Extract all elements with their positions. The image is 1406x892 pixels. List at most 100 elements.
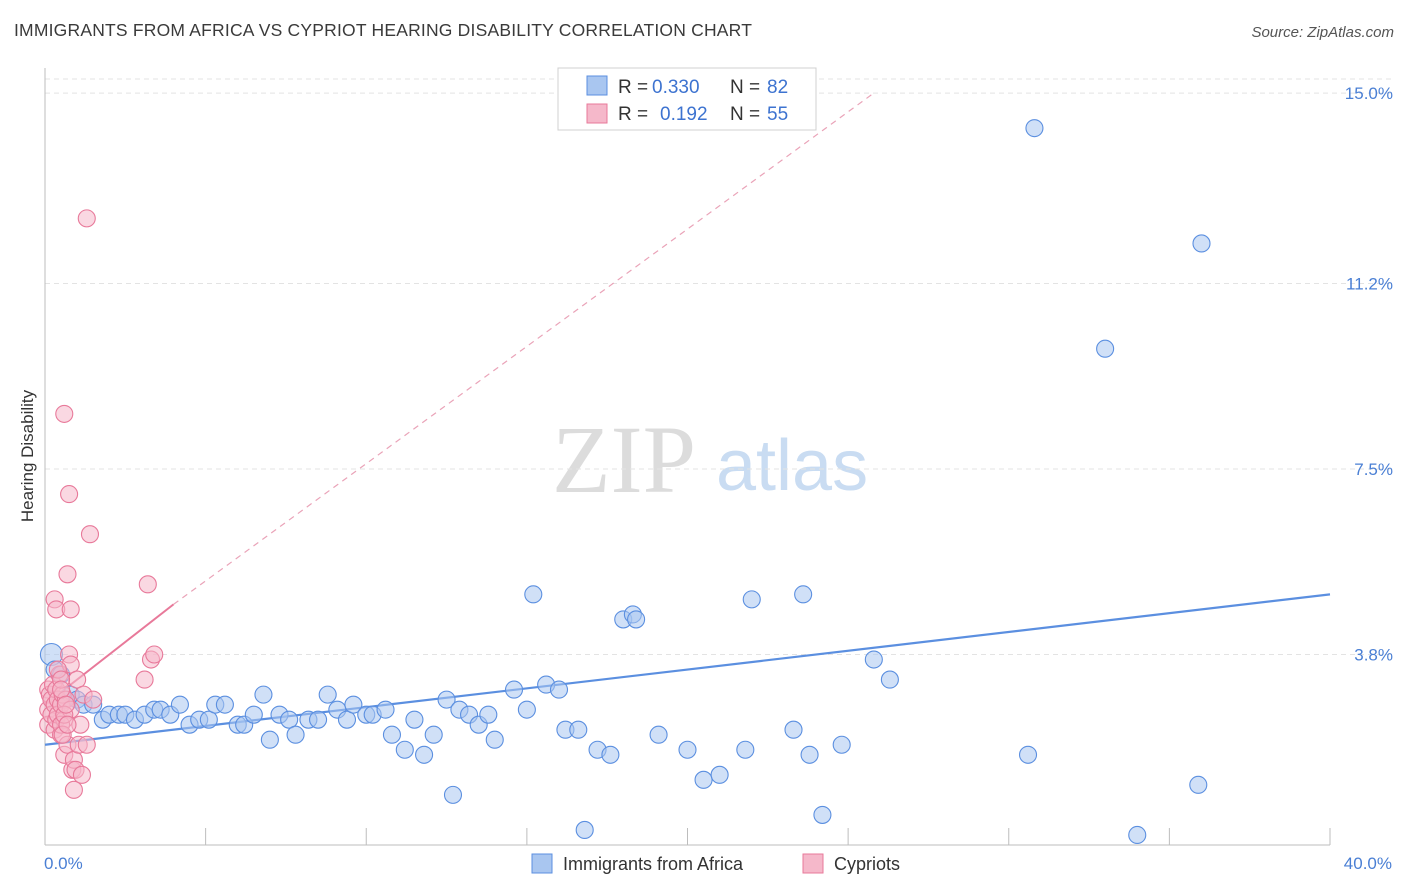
legend-bottom-swatch-africa (531, 853, 553, 874)
data-point-africa (601, 745, 620, 764)
legend-bottom-label-africa: Immigrants from Africa (563, 854, 744, 874)
y-tick-label: 11.2% (1346, 275, 1393, 294)
data-point-africa (254, 685, 273, 704)
data-point-africa (337, 710, 357, 729)
y-tick-label: 15.0% (1345, 84, 1393, 103)
data-point-africa (395, 740, 414, 759)
data-point-africa (1096, 339, 1115, 358)
legend-n-label-africa: N = (730, 77, 760, 98)
data-point-cypriot (61, 600, 80, 619)
data-point-cypriot (135, 670, 154, 689)
legend-r-value-cypriot: 0.192 (660, 104, 708, 125)
data-point-africa (1192, 234, 1211, 253)
data-point-cypriot (145, 645, 164, 664)
source-credit: Source: ZipAtlas.com (1251, 24, 1394, 41)
data-point-africa (694, 770, 713, 789)
legend-r-value-africa: 0.330 (652, 77, 700, 98)
data-point-africa (569, 720, 588, 739)
data-point-africa (485, 730, 504, 749)
data-point-africa (405, 710, 424, 729)
y-tick-label: 3.8% (1354, 646, 1393, 665)
data-point-cypriot (84, 690, 103, 709)
x-tick-label-max: 40.0% (1344, 854, 1392, 873)
data-point-cypriot (77, 735, 96, 754)
y-tick-labels: 3.8% 7.5% 11.2% 15.0% (1345, 84, 1393, 664)
legend-n-value-africa: 82 (767, 77, 788, 98)
legend-top: R = 0.330 N = 82 R = 0.192 N = 55 (557, 67, 817, 131)
data-point-africa (309, 710, 328, 729)
data-point-africa (794, 585, 813, 604)
data-point-africa (880, 670, 899, 689)
chart-title: IMMIGRANTS FROM AFRICA VS CYPRIOT HEARIN… (14, 20, 753, 40)
data-point-africa (286, 725, 305, 744)
data-point-africa (437, 690, 456, 709)
data-point-africa (170, 695, 189, 714)
trend-line-cypriot-extension (173, 92, 875, 605)
data-point-africa (1018, 745, 1038, 764)
x-tick-marks (205, 828, 1331, 845)
data-point-africa (800, 745, 819, 764)
legend-swatch-cypriot (586, 103, 608, 124)
data-point-africa (199, 710, 218, 729)
data-point-cypriot (55, 404, 74, 423)
data-point-africa (1025, 119, 1044, 138)
data-point-africa (517, 700, 536, 719)
watermark-atlas: atlas (716, 426, 868, 506)
data-point-africa (832, 735, 851, 754)
data-point-africa (813, 805, 832, 824)
data-point-africa (864, 650, 883, 669)
data-point-africa (424, 725, 443, 744)
data-point-cypriot (138, 575, 157, 594)
data-point-africa (382, 725, 402, 744)
legend-n-value-cypriot: 55 (767, 104, 788, 125)
data-point-africa (678, 740, 697, 759)
data-point-africa (318, 685, 337, 704)
data-point-cypriot (56, 695, 75, 714)
legend-bottom-label-cypriot: Cypriots (834, 854, 900, 874)
data-point-africa (1128, 825, 1147, 845)
gridlines (45, 78, 1395, 656)
data-point-africa (479, 705, 498, 724)
data-point-africa (784, 720, 803, 739)
data-point-africa (280, 710, 299, 729)
data-point-africa (443, 785, 463, 804)
series-africa-points (39, 119, 1211, 845)
data-point-africa (1189, 775, 1208, 794)
x-tick-label-min: 0.0% (44, 854, 83, 873)
watermark-zip: ZIP (552, 406, 696, 513)
y-axis-label: Hearing Disability (18, 389, 37, 522)
data-point-cypriot (58, 565, 77, 584)
data-point-cypriot (58, 715, 77, 734)
data-point-cypriot (60, 485, 79, 504)
data-point-africa (742, 590, 761, 609)
data-point-africa (244, 705, 263, 724)
data-point-cypriot (68, 670, 87, 689)
legend-swatch-africa (586, 75, 608, 96)
data-point-cypriot (77, 209, 96, 228)
data-point-africa (627, 610, 646, 629)
data-point-africa (524, 585, 543, 604)
data-point-africa (710, 765, 729, 784)
data-point-africa (260, 730, 279, 749)
data-point-cypriot (64, 780, 83, 799)
legend-bottom: Immigrants from Africa Cypriots (531, 853, 900, 874)
legend-r-label-africa: R = (618, 77, 648, 98)
data-point-africa (549, 680, 569, 699)
data-point-africa (215, 695, 234, 714)
data-point-africa (649, 725, 668, 744)
data-point-africa (575, 820, 594, 840)
legend-n-label-cypriot: N = (730, 104, 760, 125)
data-point-africa (504, 680, 524, 699)
legend-bottom-swatch-cypriot (802, 853, 824, 874)
data-point-cypriot (52, 680, 71, 699)
series-cypriot-points (39, 209, 164, 799)
data-point-africa (736, 740, 755, 759)
data-point-cypriot (80, 525, 100, 544)
data-point-africa (415, 745, 434, 764)
data-point-africa (344, 695, 363, 714)
legend-r-label-cypriot: R = (618, 104, 648, 125)
data-point-africa (376, 700, 395, 719)
y-tick-label: 7.5% (1354, 460, 1393, 479)
data-point-cypriot (72, 765, 91, 784)
